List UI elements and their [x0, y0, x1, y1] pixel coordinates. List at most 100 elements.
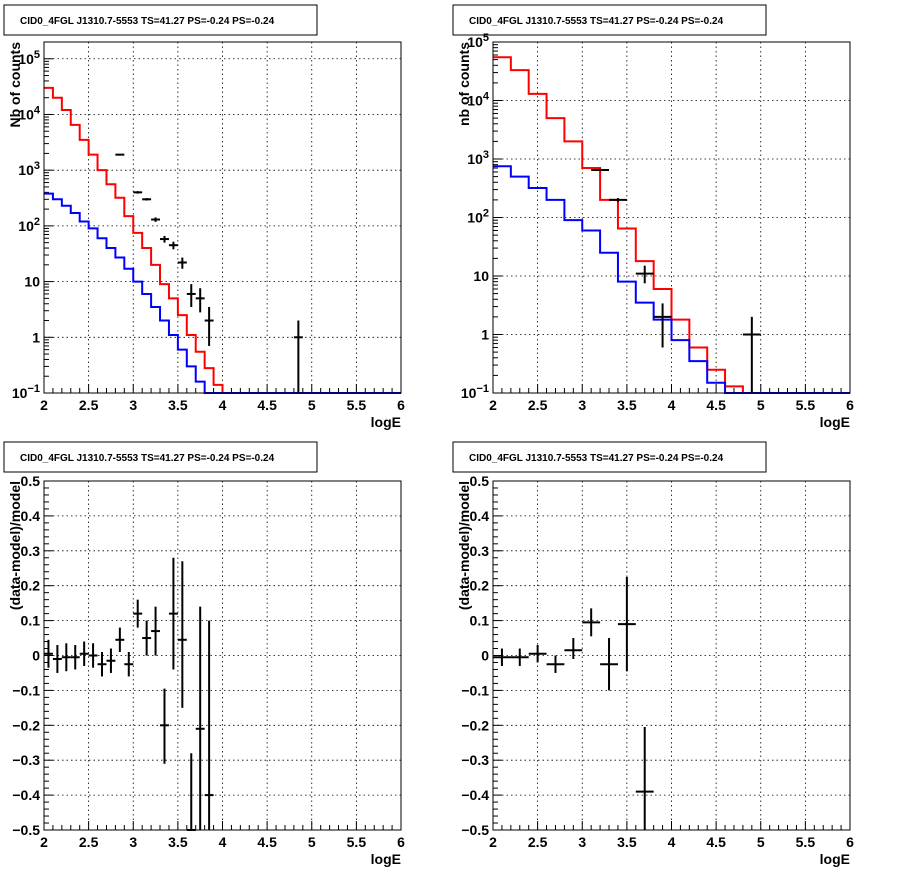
plot-frame: [43, 41, 402, 394]
y-axis-label: nb of counts: [456, 42, 472, 126]
y-tick-label: 0.4: [470, 508, 490, 524]
x-tick-label: 4.5: [257, 834, 277, 850]
data-point: [115, 153, 125, 156]
y-axis-label: (data-model)/model: [456, 481, 472, 610]
x-tick-label: 5: [757, 397, 765, 413]
y-tick-label: 0.5: [21, 473, 41, 489]
x-tick-label: 6: [397, 834, 405, 850]
plot-frame: [43, 480, 402, 831]
plot-area: 2 2.5 3 3.5 4 4.5 5 5.5 6 10−1 1 10 102 103 104 105 logE…: [456, 32, 854, 430]
y-tick-label: −0.2: [461, 717, 489, 733]
y-tick-label: 105: [467, 32, 489, 50]
data-point: [195, 606, 205, 830]
y-tick-label: −0.5: [461, 822, 489, 838]
y-tick-label: 1: [32, 329, 40, 345]
data-point: [177, 257, 187, 269]
y-tick-label: 0.3: [21, 543, 41, 559]
data-point: [79, 641, 89, 666]
x-tick-label: 4.5: [706, 834, 726, 850]
y-tick-label: 103: [467, 149, 489, 167]
y-tick-label: −0.4: [461, 787, 489, 803]
y-tick-label: 0.2: [470, 578, 490, 594]
data-point: [493, 648, 511, 666]
plot-area: 2 2.5 3 3.5 4 4.5 5 5.5 6 10−1 1 10 102 103 104 105 logE…: [7, 41, 405, 430]
chart-title: CID0_4FGL J1310.7-5553 TS=41.27 PS=-0.24…: [20, 16, 275, 27]
x-tick-label: 5.5: [796, 397, 816, 413]
y-tick-label: 0.4: [21, 508, 41, 524]
data-point: [52, 645, 62, 673]
y-tick-label: 104: [18, 104, 41, 122]
data-point: [564, 638, 583, 659]
x-tick-label: 5: [308, 834, 316, 850]
y-tick-label: 102: [18, 216, 40, 234]
x-tick-label: 6: [846, 834, 854, 850]
y-tick-label: −0.2: [12, 717, 40, 733]
x-tick-label: 2.5: [528, 834, 548, 850]
x-tick-label: 2.5: [79, 834, 99, 850]
y-tick-label: 10: [24, 274, 40, 290]
data-point: [70, 645, 80, 670]
panel-top-left: CID0_4FGL J1310.7-5553 TS=41.27 PS=-0.24…: [3, 4, 405, 430]
y-tick-label: −0.1: [12, 682, 40, 698]
data-point: [635, 727, 654, 830]
data-point: [653, 303, 672, 348]
data-point: [186, 284, 196, 307]
data-point: [88, 643, 98, 668]
data-point: [133, 599, 143, 628]
y-tick-label: 10−1: [12, 383, 40, 401]
x-tick-label: 4: [219, 397, 227, 413]
x-axis-label: logE: [371, 851, 401, 867]
x-tick-label: 4: [668, 834, 676, 850]
x-tick-label: 2.5: [79, 397, 99, 413]
y-tick-label: −0.4: [12, 787, 40, 803]
data-point: [742, 316, 761, 393]
data-point: [61, 643, 71, 672]
data-point: [204, 620, 214, 830]
y-axis-label: Nb of counts: [7, 42, 23, 128]
x-axis-label: logE: [820, 414, 850, 430]
data-point: [151, 217, 161, 222]
data-point: [106, 648, 116, 673]
plot-frame: [492, 41, 851, 394]
x-tick-label: 6: [846, 397, 854, 413]
x-tick-label: 5.5: [796, 834, 816, 850]
chart-title: CID0_4FGL J1310.7-5553 TS=41.27 PS=-0.24…: [469, 453, 724, 464]
plot-area: 2 2.5 3 3.5 4 4.5 5 5.5 6 −0.5 −0.4 −0.3 −0.2 −0.1 0 0.…: [456, 473, 854, 867]
x-tick-label: 3.5: [617, 834, 637, 850]
data-point: [151, 606, 161, 656]
plot-area: 2 2.5 3 3.5 4 4.5 5 5.5 6 −0.5 −0.4 −0.3 −0.2 −0.1 0 0.…: [7, 473, 405, 867]
y-tick-label: 105: [18, 49, 40, 67]
x-tick-label: 4.5: [706, 397, 726, 413]
data-point: [97, 652, 107, 677]
y-tick-label: 10−1: [461, 383, 489, 401]
x-tick-label: 3: [578, 397, 586, 413]
data-point: [177, 561, 187, 708]
y-tick-label: 103: [18, 160, 40, 178]
data-point: [600, 638, 618, 691]
x-tick-label: 3: [578, 834, 586, 850]
y-tick-label: 0: [32, 648, 40, 664]
data-point: [293, 320, 303, 393]
x-tick-label: 6: [397, 397, 405, 413]
data-point: [582, 608, 601, 637]
y-tick-label: 0.5: [470, 473, 490, 489]
title-box: [3, 441, 318, 473]
histogram-series: [44, 192, 401, 394]
y-tick-label: 0.2: [21, 578, 41, 594]
y-tick-label: 104: [467, 91, 490, 109]
panel-top-right: CID0_4FGL J1310.7-5553 TS=41.27 PS=-0.24…: [452, 4, 854, 430]
y-axis-label: (data-model)/model: [7, 481, 23, 610]
x-tick-label: 2: [489, 834, 497, 850]
x-tick-label: 4.5: [257, 397, 277, 413]
panel-bottom-right: CID0_4FGL J1310.7-5553 TS=41.27 PS=-0.24…: [452, 441, 854, 867]
data-point: [168, 557, 178, 670]
x-tick-label: 5: [308, 397, 316, 413]
y-tick-label: 10: [473, 268, 489, 284]
histogram-series: [493, 56, 850, 394]
x-tick-label: 4: [668, 397, 676, 413]
data-point: [510, 648, 529, 666]
y-tick-label: 102: [467, 208, 489, 226]
x-tick-label: 3.5: [168, 397, 188, 413]
plot-frame: [492, 480, 851, 831]
